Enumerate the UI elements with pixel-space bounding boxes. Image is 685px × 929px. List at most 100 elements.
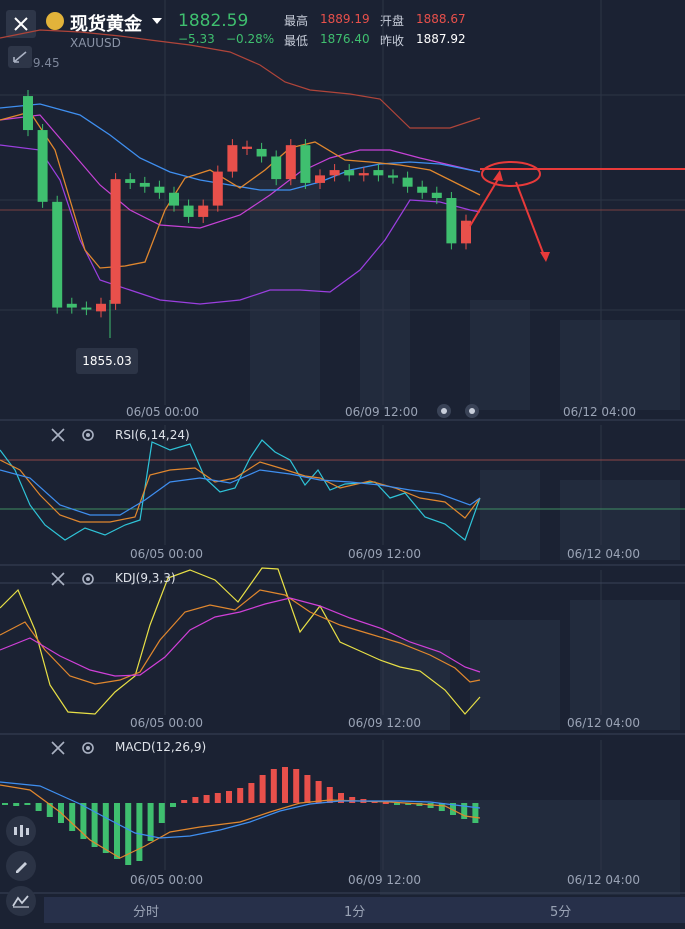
macd-bar xyxy=(114,803,120,859)
macd-time-label-1: 06/05 00:00 xyxy=(130,873,203,887)
candle-body xyxy=(81,307,92,310)
macd-bar xyxy=(382,802,389,804)
macd-time-label-2: 06/09 12:00 xyxy=(348,873,421,887)
candle-body xyxy=(52,201,63,308)
kdj-line-j xyxy=(0,567,481,715)
macd-bar xyxy=(461,803,468,819)
candle-body xyxy=(402,177,413,187)
candle-body xyxy=(285,145,296,180)
tab-tick[interactable]: 分时 xyxy=(133,905,160,920)
chevron-down-icon[interactable] xyxy=(152,18,162,24)
tab-5min[interactable]: 5分 xyxy=(550,905,572,920)
macd-bar xyxy=(91,803,98,847)
rsi-line-fast xyxy=(0,439,481,541)
macd-bar xyxy=(170,803,176,807)
candle-body xyxy=(23,96,33,131)
macd-bar xyxy=(394,803,400,805)
macd-bar xyxy=(24,803,31,805)
macd-bar xyxy=(248,783,255,803)
macd-bar xyxy=(136,803,143,861)
candle-body xyxy=(139,182,150,187)
kdj-time-label-3: 06/12 04:00 xyxy=(567,716,640,730)
macd-time-label-3: 06/12 04:00 xyxy=(567,873,640,887)
collapse-button[interactable] xyxy=(8,46,32,68)
gear-icon[interactable] xyxy=(80,740,96,756)
candle-body xyxy=(125,179,136,183)
moving-average-orange-line xyxy=(0,111,481,269)
high-label: 最高 xyxy=(284,14,309,28)
prev-close-value: 1887.92 xyxy=(416,32,466,46)
candle-body xyxy=(329,170,340,176)
candlestick-tool-button[interactable] xyxy=(6,816,36,846)
macd-bar xyxy=(125,803,132,865)
macd-bar xyxy=(293,769,300,803)
price-change-percent: −0.28% xyxy=(226,32,275,46)
macd-bar xyxy=(338,793,344,803)
macd-bar xyxy=(472,803,479,823)
gear-icon[interactable] xyxy=(80,571,96,587)
rsi-time-label-1: 06/05 00:00 xyxy=(130,547,203,561)
macd-bar xyxy=(46,803,53,817)
candle-body xyxy=(169,192,179,206)
candle-body xyxy=(96,303,106,312)
draw-tool-button[interactable] xyxy=(6,851,36,881)
low-label: 最低 xyxy=(284,34,309,48)
close-macd-icon[interactable] xyxy=(51,741,65,755)
macd-bar xyxy=(450,803,456,815)
indicator-tool-button[interactable] xyxy=(6,886,36,916)
gear-icon[interactable] xyxy=(80,427,96,443)
instrument-symbol: XAUUSD xyxy=(70,36,121,50)
rsi-time-label-2: 06/09 12:00 xyxy=(348,547,421,561)
macd-bar xyxy=(35,803,42,811)
low-price-tag: 1855.03 xyxy=(76,348,138,374)
candle-body xyxy=(154,186,165,193)
tab-1min[interactable]: 1分 xyxy=(344,905,366,920)
open-value: 1888.67 xyxy=(416,12,466,26)
macd-bar xyxy=(158,803,165,823)
bollinger-lower-line xyxy=(0,144,481,305)
candle-body xyxy=(417,186,428,193)
candle-body xyxy=(198,205,209,217)
price-change: −5.33 xyxy=(178,32,215,46)
candle-body xyxy=(300,145,311,183)
open-label: 开盘 xyxy=(380,14,405,28)
high-value: 1889.19 xyxy=(320,12,370,26)
macd-bar xyxy=(259,775,266,803)
candle-body xyxy=(212,171,223,206)
close-kdj-icon[interactable] xyxy=(51,572,65,586)
kdj-grid xyxy=(164,570,602,715)
main-time-label-1: 06/05 00:00 xyxy=(126,405,199,419)
macd-histogram xyxy=(2,767,479,865)
candlesticks xyxy=(23,90,471,318)
macd-bar xyxy=(315,781,322,803)
bollinger-mid-line xyxy=(0,114,481,229)
pencil-icon xyxy=(16,862,27,873)
macd-bar xyxy=(270,769,277,803)
candle-body xyxy=(344,170,355,176)
indicator-icon xyxy=(12,895,29,908)
macd-bar xyxy=(237,788,244,803)
candle-body xyxy=(183,205,194,217)
macd-bar xyxy=(181,800,188,803)
candle-body xyxy=(358,173,369,176)
close-rsi-icon[interactable] xyxy=(51,428,65,442)
candle-body xyxy=(388,175,398,178)
candle-body xyxy=(110,179,121,304)
macd-dea-line xyxy=(0,781,481,839)
candle-body xyxy=(446,198,457,244)
bollinger-upper-line xyxy=(0,29,481,129)
macd-grid xyxy=(164,740,602,870)
rsi-line-mid xyxy=(0,459,481,523)
macd-bar xyxy=(438,803,445,811)
macd-bar xyxy=(349,797,356,803)
instrument-title[interactable]: 现货黄金 xyxy=(70,14,142,35)
macd-bar xyxy=(203,795,210,803)
macd-bar xyxy=(427,803,434,808)
macd-bar xyxy=(102,803,109,853)
user-annotation[interactable] xyxy=(469,161,685,262)
candle-body xyxy=(461,220,471,244)
macd-bar xyxy=(80,803,87,839)
candle-body xyxy=(37,130,48,202)
main-time-label-3: 06/12 04:00 xyxy=(563,405,636,419)
